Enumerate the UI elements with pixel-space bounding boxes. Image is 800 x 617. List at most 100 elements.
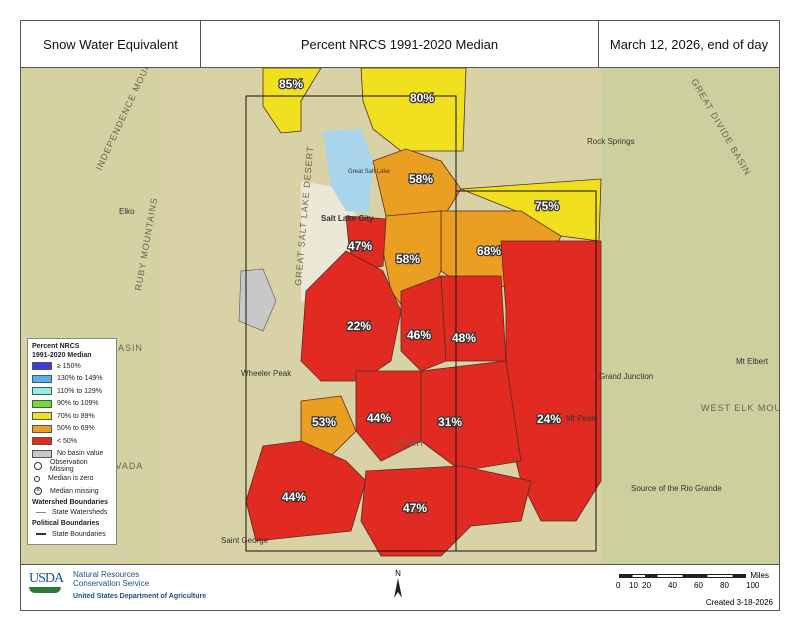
basin-polygon <box>440 275 507 362</box>
footer: USDA Natural Resources Conservation Serv… <box>21 564 779 610</box>
scale-tick: 100 <box>746 581 760 590</box>
median-missing-icon: × <box>34 487 42 496</box>
basins <box>245 68 602 557</box>
legend-label: ≥ 150% <box>57 362 81 370</box>
scale-tick: 40 <box>668 581 677 590</box>
median-zero-icon <box>34 475 40 482</box>
legend: Percent NRCS 1991-2020 Median ≥ 150% 130%… <box>27 338 117 545</box>
basin-polygon <box>420 360 522 472</box>
place-label: Great Salt Lake <box>348 169 390 175</box>
region-label: UTAH <box>396 438 424 448</box>
place-label: Source of the Rio Grande <box>631 484 722 493</box>
agency-name: Conservation Service <box>73 579 150 588</box>
map-subject: Snow Water Equivalent <box>21 21 201 67</box>
scale-tick: 0 <box>616 581 621 590</box>
basin-percent-label: 47% <box>403 501 427 515</box>
legend-item: 90% to 109% <box>32 398 112 411</box>
region-label: WEST ELK MOUNTAIN <box>701 403 779 413</box>
state-boundary <box>456 190 597 552</box>
legend-label: Observation Missing <box>49 459 88 474</box>
map-date: March 12, 2026, end of day <box>609 36 769 52</box>
created-date: Created 3-18-2026 <box>705 598 773 607</box>
basin-polygon <box>400 275 447 372</box>
basin-polygon <box>245 440 367 542</box>
header: Snow Water Equivalent Percent NRCS 1991-… <box>21 21 779 68</box>
place-label: Grand Junction <box>599 372 653 381</box>
place-label: Mt Elbert <box>736 357 769 366</box>
legend-label: 110% to 129% <box>57 387 103 395</box>
legend-section-title: Political Boundaries <box>32 520 100 527</box>
legend-item: < 50% <box>32 435 112 448</box>
basin-polygon <box>300 250 402 382</box>
legend-swatch <box>32 387 52 396</box>
basin-percent-label: 68% <box>477 244 501 258</box>
basin-percent-label: 24% <box>537 412 561 426</box>
legend-label: 130% to 149% <box>57 375 103 383</box>
place-label: Salt Lake City <box>321 214 374 223</box>
watershed-line-icon <box>36 512 46 514</box>
north-arrow: N <box>393 569 403 602</box>
legend-swatch <box>32 424 52 433</box>
legend-label: State Watersheds <box>52 509 108 517</box>
basin-percent-label: 53% <box>312 415 336 429</box>
legend-label: < 50% <box>57 437 78 445</box>
scale-bar: Miles 0 10 20 40 60 80 100 <box>616 571 769 590</box>
legend-label: 50% to 69% <box>57 425 95 433</box>
legend-title: Percent NRCS <box>32 343 80 350</box>
basin-percent-label: 58% <box>409 172 433 186</box>
legend-swatch <box>32 374 52 383</box>
scale-tick: 10 <box>629 581 638 590</box>
scale-tick: 80 <box>720 581 729 590</box>
legend-section-title: Watershed Boundaries <box>32 498 108 506</box>
basin-polygon <box>360 465 532 557</box>
legend-label: State Boundaries <box>52 530 106 538</box>
place-label: Saint George <box>221 536 269 545</box>
basin-percent-label: 31% <box>438 415 462 429</box>
basin-percent-label: 47% <box>348 239 372 253</box>
legend-item: 70% to 89% <box>32 410 112 423</box>
basin-percent-label: 44% <box>367 411 391 425</box>
basin-polygon <box>262 68 322 134</box>
legend-subtitle: 1991-2020 Median <box>32 352 92 359</box>
great-salt-lake <box>323 129 373 213</box>
legend-swatch <box>32 449 52 458</box>
basin-polygon <box>355 370 422 462</box>
legend-swatch <box>32 362 52 371</box>
basin-percent-label: 46% <box>407 328 431 342</box>
basin-percent-label: 48% <box>452 331 476 345</box>
basin-no-value <box>238 268 277 332</box>
map-frame: Snow Water Equivalent Percent NRCS 1991-… <box>20 20 780 611</box>
basin-polygon <box>360 68 467 152</box>
basin-polygon <box>300 395 357 457</box>
basin-percent-label: 22% <box>347 319 371 333</box>
scale-tick: 20 <box>642 581 651 590</box>
legend-label: Median is zero <box>48 475 94 483</box>
basin-percent-label: 75% <box>535 199 559 213</box>
legend-swatch <box>32 437 52 446</box>
basemap-svg: 85% 80% 58% 75% 47% 58% 68% 22% 46% 48% 53% 44% 31% 2… <box>21 68 779 564</box>
map-canvas[interactable]: 85% 80% 58% 75% 47% 58% 68% 22% 46% 48% 53% 44% 31% 2… <box>21 68 779 564</box>
legend-item: No basin value <box>32 448 112 461</box>
region-label: BASIN <box>111 343 143 353</box>
region-label: NEVADA <box>101 461 143 471</box>
legend-item: 130% to 149% <box>32 373 112 386</box>
agency-name: Natural Resources <box>73 570 140 579</box>
department-name: United States Department of Agriculture <box>73 593 207 600</box>
legend-label: Median missing <box>50 487 99 495</box>
place-label: Elko <box>119 207 135 216</box>
legend-item: ≥ 150% <box>32 360 112 373</box>
terrain-shade <box>601 68 779 564</box>
place-label: Wheeler Peak <box>241 369 292 378</box>
legend-item: 110% to 129% <box>32 385 112 398</box>
legend-swatch <box>32 412 52 421</box>
legend-label: No basin value <box>57 450 104 458</box>
usda-logo: USDA <box>29 571 64 601</box>
legend-item: 50% to 69% <box>32 423 112 436</box>
legend-label: 70% to 89% <box>57 412 95 420</box>
state-line-icon <box>36 533 46 536</box>
basin-percent-label: 44% <box>282 490 306 504</box>
basin-percent-label: 80% <box>410 91 434 105</box>
map-title: Percent NRCS 1991-2020 Median <box>201 21 599 67</box>
legend-label: 90% to 109% <box>57 400 99 408</box>
state-boundary-ut <box>245 95 457 552</box>
